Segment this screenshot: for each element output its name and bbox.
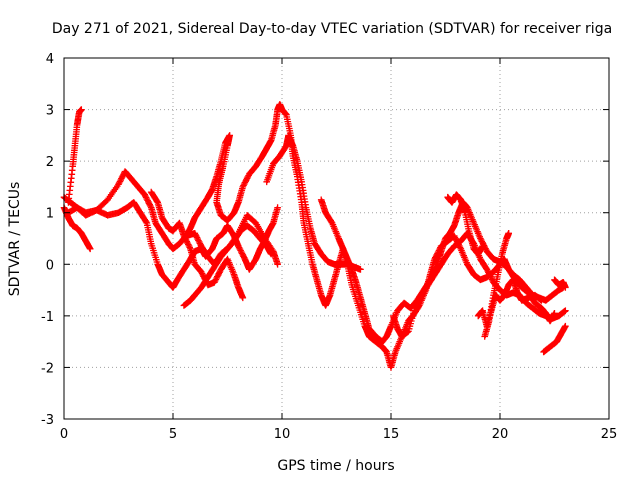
data-point [214,271,222,279]
data-point [186,244,193,251]
data-point [488,274,495,282]
data-point [538,297,545,304]
data-point [119,172,127,180]
data-point [214,273,221,280]
data-point [485,270,493,277]
data-point [244,173,252,181]
data-point [193,232,200,240]
y-tick-label: 3 [46,104,54,119]
data-point [450,232,458,240]
series-track-16 [551,276,569,291]
data-point [116,178,124,185]
data-point [414,299,422,306]
data-point [198,268,205,276]
data-point [267,250,275,258]
data-point [191,230,199,237]
data-marks [60,101,569,371]
y-tick-label: 1 [46,207,54,222]
x-axis-label: GPS time / hours [277,458,394,474]
y-tick-label: 0 [46,258,54,273]
x-tick-label: 5 [169,427,177,442]
data-point [142,194,150,201]
data-point [144,197,151,204]
data-point [562,322,569,330]
data-point [243,176,250,184]
data-point [146,201,153,208]
data-point [145,198,152,206]
x-tick-label: 25 [601,427,618,442]
data-point [274,204,281,211]
data-point [240,180,248,188]
data-point [211,277,219,285]
series-track-8 [263,132,364,273]
data-point [242,177,249,185]
data-point [236,245,244,253]
x-tick-label: 20 [492,427,509,442]
data-point [452,235,459,243]
data-point [195,238,203,246]
data-point [477,236,485,244]
data-point [274,261,281,268]
data-point [562,307,569,314]
data-point [487,273,494,280]
data-point [235,242,242,250]
y-tick-labels: -3 -2 -1 0 1 2 3 4 [41,52,54,428]
data-point [505,230,512,237]
axis-ticks [63,57,610,420]
data-point [117,176,124,184]
data-point [237,247,244,254]
data-point [216,269,223,276]
series-track-6 [180,222,275,309]
data-point [562,284,569,291]
plot-frame [63,57,610,420]
data-point [185,242,193,250]
series-track-14 [481,230,512,340]
x-tick-label: 10 [274,427,291,442]
y-tick-label: 2 [46,155,54,170]
data-point [412,303,419,310]
data-point [483,266,491,273]
data-point [118,173,126,181]
data-point [477,235,484,242]
series-track-12 [444,191,486,258]
data-point [78,106,85,113]
data-point [416,294,424,302]
series-track-15 [540,322,569,356]
data-point [456,244,464,251]
data-point [147,202,154,210]
data-point [485,269,492,276]
data-point [239,294,247,302]
y-tick-label: -3 [41,413,54,428]
data-point [357,266,364,273]
data-point [195,237,202,244]
data-point [415,297,422,305]
y-tick-label: -1 [41,310,54,325]
data-point [240,182,247,189]
data-point [86,245,94,253]
x-tick-label: 0 [60,427,68,442]
chart-title: Day 271 of 2021, Sidereal Day-to-day VTE… [52,21,612,37]
series-track-5 [147,188,247,302]
y-tick-label: 4 [46,52,54,67]
data-point [238,250,246,257]
data-point [413,302,420,309]
data-point [212,276,220,283]
series-track-1 [60,204,94,253]
x-tick-labels: 0 5 10 15 20 25 [60,427,617,442]
y-axis-label: SDTVAR / TECUs [7,182,23,297]
data-point [185,241,192,248]
data-point [142,192,149,200]
data-point [479,242,486,250]
data-point [193,234,201,241]
data-point [199,271,207,279]
data-point [239,251,247,259]
x-tick-label: 15 [383,427,400,442]
y-tick-label: -2 [41,361,54,376]
data-point [142,218,150,226]
